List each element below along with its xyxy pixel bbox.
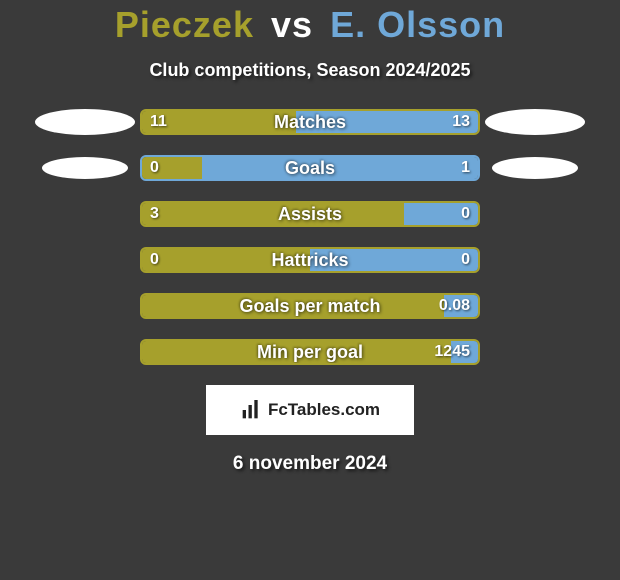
comparison-card: Pieczek vs E. Olsson Club competitions, … <box>0 0 620 475</box>
branding-badge: FcTables.com <box>206 385 414 435</box>
right-shape-slot <box>480 157 590 179</box>
stat-label: Hattricks <box>142 249 478 271</box>
stat-label: Matches <box>142 111 478 133</box>
stat-value-right: 0 <box>461 249 470 271</box>
player1-name: Pieczek <box>115 4 254 45</box>
bar-chart-icon <box>240 400 262 420</box>
stat-value-left: 0 <box>150 249 159 271</box>
stat-value-left: 0 <box>150 157 159 179</box>
left-shape-slot <box>30 157 140 179</box>
stat-value-right: 0 <box>461 203 470 225</box>
footer-date: 6 november 2024 <box>0 453 620 475</box>
player1-shape <box>35 109 135 135</box>
stat-row: Min per goal1245 <box>0 339 620 365</box>
branding-text: FcTables.com <box>268 400 380 420</box>
stat-row: Matches11 13 <box>0 109 620 135</box>
stat-label: Goals per match <box>142 295 478 317</box>
stat-row: Assists3 0 <box>0 201 620 227</box>
stat-value-right: 0.08 <box>439 295 470 317</box>
player1-shape <box>42 157 128 179</box>
player2-shape <box>485 109 585 135</box>
stat-bar: Matches11 13 <box>140 109 480 135</box>
stat-label: Assists <box>142 203 478 225</box>
stat-row: Hattricks0 0 <box>0 247 620 273</box>
subtitle: Club competitions, Season 2024/2025 <box>0 60 620 81</box>
stat-value-right: 1245 <box>434 341 470 363</box>
player2-shape <box>492 157 578 179</box>
player2-name: E. Olsson <box>330 4 505 45</box>
vs-text: vs <box>271 4 313 45</box>
right-shape-slot <box>480 109 590 135</box>
stat-bar: Goals per match0.08 <box>140 293 480 319</box>
stat-value-right: 13 <box>452 111 470 133</box>
stats-list: Matches1113Goals01Assists30Hattricks00Go… <box>0 109 620 365</box>
stat-label: Min per goal <box>142 341 478 363</box>
stat-bar: Hattricks0 0 <box>140 247 480 273</box>
stat-value-right: 1 <box>461 157 470 179</box>
stat-value-left: 11 <box>150 111 167 133</box>
stat-value-left: 3 <box>150 203 159 225</box>
stat-row: Goals per match0.08 <box>0 293 620 319</box>
stat-row: Goals0 1 <box>0 155 620 181</box>
stat-bar: Min per goal1245 <box>140 339 480 365</box>
stat-bar: Assists3 0 <box>140 201 480 227</box>
page-title: Pieczek vs E. Olsson <box>0 4 620 46</box>
stat-label: Goals <box>142 157 478 179</box>
stat-bar: Goals0 1 <box>140 155 480 181</box>
left-shape-slot <box>30 109 140 135</box>
